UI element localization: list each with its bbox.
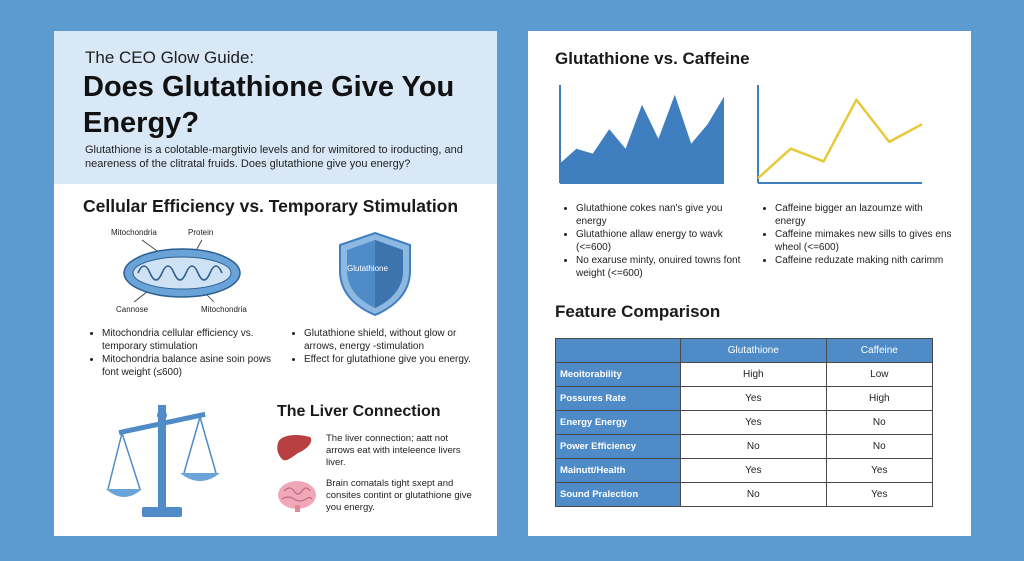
- glutathione-cell: Yes: [680, 410, 827, 435]
- feature-cell: Energy Energy: [555, 410, 681, 435]
- glutathione-cell: Yes: [680, 386, 827, 411]
- caffeine-cell: Yes: [825, 482, 934, 507]
- intro-text: Glutathione is a colotable-margtivio lev…: [85, 144, 463, 170]
- comparison-section-title: Feature Comparison: [555, 302, 721, 321]
- feature-cell: Power Efficiency: [555, 434, 681, 459]
- brain-text: Brain comatals tight sxept and consites …: [326, 478, 472, 513]
- right-panel: Glutathione vs. Caffeine Glutathione cok…: [528, 31, 971, 536]
- page-title: Does Glutathione Give You Energy?: [83, 71, 455, 139]
- shield-label: Glutathione: [347, 264, 388, 273]
- list-item: Glutathione cokes nan's give you energy: [576, 203, 751, 228]
- feature-cell: Possures Rate: [555, 386, 681, 411]
- hero-banner: The CEO Glow Guide: Does Glutathione Giv…: [54, 31, 497, 184]
- feature-cell: Mainutt/Health: [555, 458, 681, 483]
- list-item: Mitochondria cellular efficiency vs. tem…: [102, 328, 277, 353]
- caffeine-cell: Yes: [825, 458, 934, 483]
- list-item: Effect for glutathione give you energy.: [304, 354, 479, 367]
- list-item: Caffeine reduzate making nith carimm: [775, 255, 955, 268]
- caffeine-cell: No: [825, 434, 934, 459]
- cellular-section-title: Cellular Efficiency vs. Temporary Stimul…: [83, 196, 459, 216]
- balance-scale-icon: [106, 405, 220, 517]
- caffeine-bullet-list: Caffeine bigger an lazoumze with energy …: [761, 203, 955, 269]
- mito-bullet-list: Mitochondria cellular efficiency vs. tem…: [88, 328, 277, 380]
- liver-section-title: The Liver Connection: [277, 403, 441, 420]
- table-row: Energy Energy Yes No: [555, 410, 934, 435]
- glutathione-cell: High: [680, 362, 827, 387]
- table-header-row: Glutathione Caffeine: [555, 338, 934, 363]
- table-row: Sound Pralection No Yes: [555, 482, 934, 507]
- table-header-feature: [555, 338, 681, 363]
- comparison-table: Glutathione Caffeine Meoitorability High…: [555, 338, 934, 507]
- mito-label-top-right: Protein: [188, 228, 214, 237]
- glutathione-cell: No: [680, 482, 827, 507]
- feature-cell: Meoitorability: [555, 362, 681, 387]
- guide-kicker: The CEO Glow Guide:: [85, 48, 255, 67]
- list-item: Glutathione allaw energy to wavk (<=600): [576, 229, 751, 254]
- glutathione-cell: Yes: [680, 458, 827, 483]
- table-header-caffeine: Caffeine: [825, 338, 934, 363]
- feature-cell: Sound Pralection: [555, 482, 681, 507]
- table-row: Power Efficiency No No: [555, 434, 934, 459]
- table-row: Possures Rate Yes High: [555, 386, 934, 411]
- table-row: Mainutt/Health Yes Yes: [555, 458, 934, 483]
- mito-label-bottom-right: Mitochondria: [201, 305, 247, 314]
- glutathione-chart: [559, 85, 724, 184]
- list-item: Caffeine mimakes new sills to gives ens …: [775, 229, 955, 254]
- brain-icon: [278, 481, 316, 512]
- list-item: Glutathione shield, without glow or arro…: [304, 328, 479, 353]
- table-header-glutathione: Glutathione: [680, 338, 827, 363]
- shield-icon: [339, 231, 411, 317]
- list-item: Mitochondria balance asine soin pows fon…: [102, 354, 277, 379]
- list-item: No exaruse minty, onuired towns font wei…: [576, 255, 751, 280]
- table-row: Meoitorability High Low: [555, 362, 934, 387]
- mito-label-top-left: Mitochondria: [111, 228, 157, 237]
- series-area: [560, 94, 724, 183]
- caffeine-cell: High: [825, 386, 934, 411]
- chart-section-title: Glutathione vs. Caffeine: [555, 49, 750, 68]
- liver-text: The liver connection; aatt not arrows ea…: [326, 433, 461, 468]
- list-item: Caffeine bigger an lazoumze with energy: [775, 203, 955, 228]
- liver-icon: [277, 435, 312, 461]
- series-line: [757, 98, 923, 180]
- glutathione-cell: No: [680, 434, 827, 459]
- caffeine-chart: [757, 85, 923, 184]
- left-panel: The CEO Glow Guide: Does Glutathione Giv…: [54, 31, 497, 536]
- mitochondria-icon: [123, 239, 241, 303]
- mito-label-bottom-left: Cannose: [116, 305, 149, 314]
- caffeine-cell: No: [825, 410, 934, 435]
- shield-bullet-list: Glutathione shield, without glow or arro…: [290, 328, 479, 368]
- glutathione-bullet-list: Glutathione cokes nan's give you energy …: [562, 203, 751, 281]
- caffeine-cell: Low: [825, 362, 934, 387]
